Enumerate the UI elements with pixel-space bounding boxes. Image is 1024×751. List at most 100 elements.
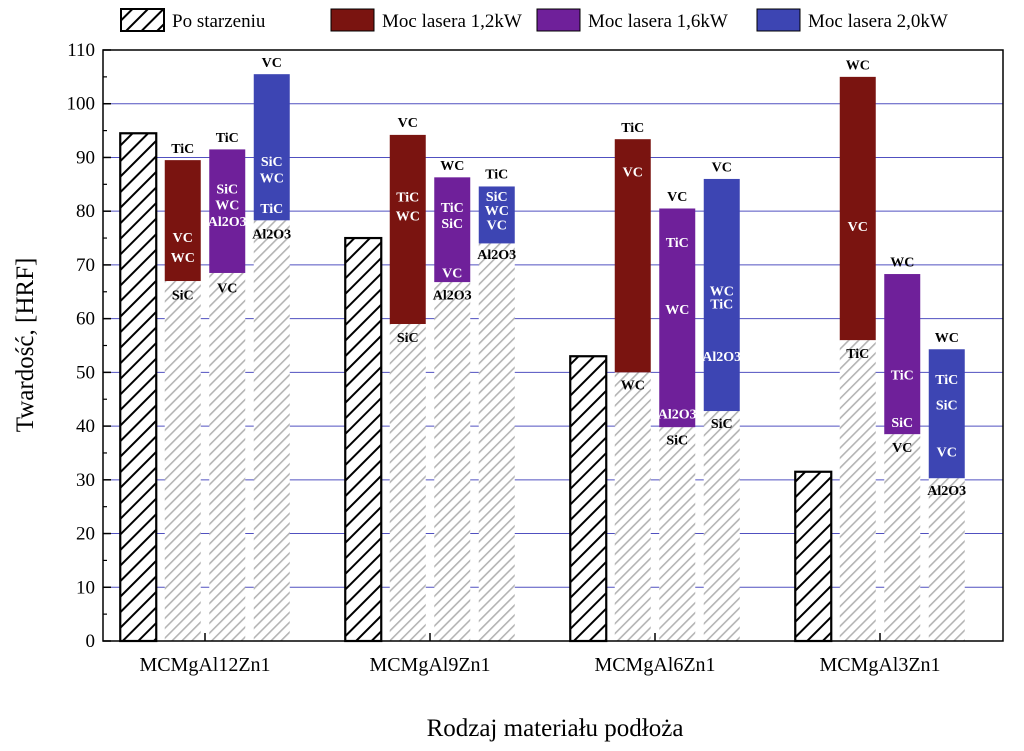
compound-label: TiC <box>621 121 644 136</box>
y-tick-label: 80 <box>76 201 95 222</box>
compound-label: VC <box>217 281 237 296</box>
x-category-label: MCMgAl3Zn1 <box>819 654 940 676</box>
bar-p12 <box>614 139 651 373</box>
bar-p12 <box>389 134 426 325</box>
y-tick-label: 100 <box>67 94 96 115</box>
compound-label: TiC <box>485 168 508 183</box>
compound-label: TiC <box>171 142 194 157</box>
compound-label: WC <box>485 204 509 219</box>
bar-substrate-hatched <box>478 243 515 641</box>
x-axis-title: Rodzaj materiału podłoża <box>427 715 684 742</box>
y-axis-title: Twardość, [HRF] <box>12 258 39 433</box>
compound-label: WC <box>846 59 870 74</box>
compound-label: SiC <box>666 434 688 449</box>
compound-label: Al2O3 <box>702 350 741 365</box>
bar-substrate-hatched <box>839 340 876 641</box>
compound-label: WC <box>710 285 734 300</box>
bar-aged <box>344 236 383 643</box>
compound-label: SiC <box>891 416 913 431</box>
y-tick-label: 110 <box>67 40 95 61</box>
y-tick-label: 40 <box>76 416 95 437</box>
compound-label: TiC <box>710 298 733 313</box>
compound-label: TiC <box>260 202 283 217</box>
compound-label: SiC <box>397 331 419 346</box>
legend: Po starzeniu Moc lasera 1,2kW Moc lasera 1… <box>120 8 948 32</box>
x-category-label: MCMgAl6Zn1 <box>594 654 715 676</box>
bar-substrate-hatched <box>434 282 471 641</box>
bar-substrate-hatched <box>164 281 201 641</box>
bars <box>119 74 965 643</box>
y-tick-label: 10 <box>76 577 95 598</box>
compound-label: WC <box>171 251 195 266</box>
legend-label-p20: Moc lasera 2,0kW <box>808 11 948 32</box>
compound-label: SiC <box>172 288 194 303</box>
compound-label: Al2O3 <box>658 408 697 423</box>
y-tick-label: 60 <box>76 309 95 330</box>
bar-substrate-hatched <box>659 427 696 641</box>
compound-label: SiC <box>486 190 508 205</box>
compound-label: WC <box>890 256 914 271</box>
compound-label: SiC <box>261 155 283 170</box>
compound-label: VC <box>712 161 732 176</box>
compound-label: TiC <box>666 236 689 251</box>
compound-label: TiC <box>396 191 419 206</box>
legend-swatch-p12 <box>330 8 375 32</box>
compound-label: Al2O3 <box>927 484 966 499</box>
compound-label: VC <box>892 441 912 456</box>
compound-label: VC <box>487 219 507 234</box>
bar-p12 <box>164 160 201 282</box>
bar-substrate-hatched <box>703 411 740 641</box>
bar-p16 <box>209 149 246 273</box>
bar-aged <box>569 355 608 643</box>
legend-swatch-p16 <box>536 8 581 32</box>
compound-label: WC <box>260 171 284 186</box>
legend-label-p12: Moc lasera 1,2kW <box>382 11 522 32</box>
legend-label-aged: Po starzeniu <box>172 11 266 32</box>
x-category-label: MCMgAl9Zn1 <box>369 654 490 676</box>
compound-label: VC <box>398 116 418 131</box>
compound-label: VC <box>262 56 282 71</box>
y-tick-label: 70 <box>76 255 95 276</box>
legend-swatch-p20 <box>756 8 801 32</box>
compound-label: VC <box>442 266 462 281</box>
compound-label: SiC <box>216 183 238 198</box>
bar-p16 <box>659 208 696 428</box>
y-tick-label: 20 <box>76 524 95 545</box>
y-tick-label: 0 <box>86 631 96 652</box>
compound-label: WC <box>665 303 689 318</box>
compound-label: Al2O3 <box>208 215 247 230</box>
compound-label: SiC <box>711 417 733 432</box>
compound-label: TiC <box>891 369 914 384</box>
bar-p20 <box>928 349 965 479</box>
bar-substrate-hatched <box>928 478 965 641</box>
bar-p16 <box>434 177 471 283</box>
compound-label: TiC <box>216 131 239 146</box>
bar-aged <box>794 470 833 643</box>
y-tick-label: 30 <box>76 470 95 491</box>
legend-label-p16: Moc lasera 1,6kW <box>588 11 728 32</box>
bar-aged <box>119 132 158 643</box>
compound-label: WC <box>621 379 645 394</box>
compound-label: SiC <box>936 399 958 414</box>
y-tick-label: 90 <box>76 147 95 168</box>
bar-p12 <box>839 76 876 341</box>
compound-label: VC <box>173 231 193 246</box>
bar-p20 <box>703 178 740 412</box>
legend-swatch-aged <box>120 8 165 32</box>
compound-label: TiC <box>846 347 869 362</box>
compound-label: WC <box>215 199 239 214</box>
bar-annotations: TiCVCWCSiCTiCSiCWCAl2O3VCVCSiCWCTiCAl2O3… <box>171 56 967 499</box>
compound-label: VC <box>623 165 643 180</box>
bar-p20 <box>478 186 515 244</box>
compound-label: VC <box>848 220 868 235</box>
compound-label: Al2O3 <box>433 288 472 303</box>
bar-substrate-hatched <box>614 372 651 641</box>
compound-label: TiC <box>935 373 958 388</box>
compound-label: Al2O3 <box>252 228 291 243</box>
compound-label: WC <box>396 209 420 224</box>
x-category-label: MCMgAl12Zn1 <box>139 654 270 676</box>
axes: 0 10 20 30 40 50 60 70 80 90 100 110 MCMgAl12Zn1 MCMg… <box>67 40 941 676</box>
compound-label: VC <box>937 445 957 460</box>
bar-p16 <box>884 274 921 435</box>
